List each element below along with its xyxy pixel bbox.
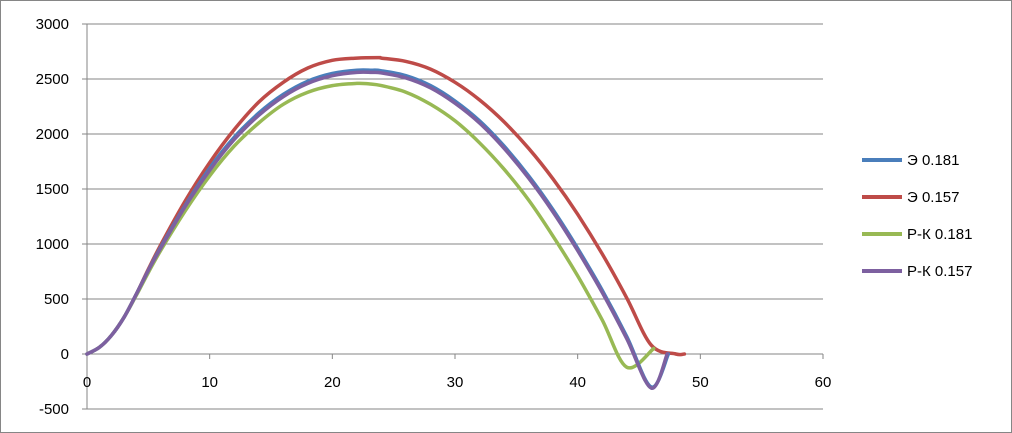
series-line-1 [85,55,687,357]
x-tick-label: 0 [83,374,91,391]
series-lines [85,55,687,390]
y-tick-label: -500 [39,401,69,418]
x-tick-label: 30 [447,374,464,391]
legend: Э 0.181 Э 0.157 Р-К 0.181 Р-К 0.157 [862,152,972,280]
y-tick-label: 2000 [36,126,69,143]
y-tick-label: 500 [44,291,69,308]
y-tick-label: 3000 [36,16,69,33]
y-tick-label: 1000 [36,236,69,253]
gridlines [87,23,823,410]
legend-label: Э 0.157 [907,189,960,206]
axes: -500 0 500 1000 1500 2000 2500 3000 0 10 20 30 40 50 6… [36,16,832,418]
legend-label: Р-К 0.181 [907,226,972,243]
x-tick-label: 40 [569,374,586,391]
y-tick-label: 2500 [36,71,69,88]
series-line-3 [85,70,669,390]
legend-label: Э 0.181 [907,152,960,169]
y-tick-label: 0 [61,346,69,363]
x-tick-label: 20 [324,374,341,391]
x-tick-label: 60 [815,374,832,391]
legend-label: Р-К 0.157 [907,263,972,280]
x-tick-label: 10 [201,374,218,391]
x-tick-label: 50 [692,374,709,391]
y-tick-label: 1500 [36,181,69,198]
